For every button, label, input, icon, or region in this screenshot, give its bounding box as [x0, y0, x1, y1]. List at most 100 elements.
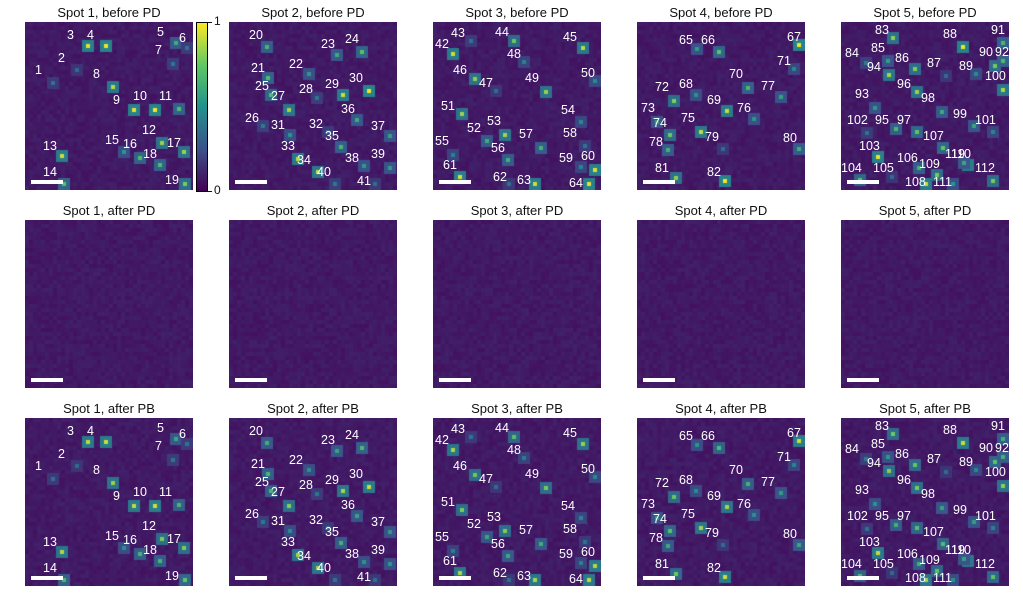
- spot-number-label: 74: [653, 116, 667, 130]
- spot-number-label: 17: [167, 532, 181, 546]
- spot-number-label: 88: [943, 423, 957, 437]
- scale-bar: [643, 378, 675, 382]
- spot-number-label: 39: [371, 147, 385, 161]
- spot-number-label: 72: [655, 80, 669, 94]
- spot-number-label: 105: [873, 557, 894, 571]
- spot-number-label: 97: [897, 113, 911, 127]
- panel-title: Spot 5, before PD: [873, 5, 977, 20]
- spot-number-label: 71: [777, 54, 791, 68]
- fluorescence-image: [229, 418, 397, 586]
- spot-number-label: 1: [35, 459, 42, 473]
- spot-number-label: 17: [167, 136, 181, 150]
- spot-number-label: 102: [847, 509, 868, 523]
- spot-image-panel: 42 43 44 45 46 47 48 49 50 51 52 53 54 55 56 57 58 59 60 61…: [433, 22, 601, 190]
- bleached-image-panel: [841, 220, 1009, 388]
- fluorescence-image: [637, 22, 805, 190]
- spot-number-label: 61: [443, 554, 457, 568]
- spot-number-label: 77: [761, 79, 775, 93]
- spot-number-label: 61: [443, 158, 457, 172]
- spot-number-label: 64: [569, 176, 583, 190]
- spot-number-label: 49: [525, 71, 539, 85]
- spot-number-label: 55: [435, 530, 449, 544]
- fluorescence-image: [433, 220, 601, 388]
- spot-number-label: 91: [991, 419, 1005, 433]
- spot-number-label: 83: [875, 419, 889, 433]
- spot-number-label: 103: [859, 535, 880, 549]
- spot-number-label: 8: [93, 67, 100, 81]
- spot-number-label: 90: [979, 441, 993, 455]
- spot-number-label: 101: [975, 509, 996, 523]
- spot-number-label: 34: [297, 549, 311, 563]
- scale-bar: [847, 378, 879, 382]
- spot-image-panel: 65 66 67 68 69 70 71 72 73 74 75 76 77 78 79 80 81 82: [637, 418, 805, 586]
- spot-number-label: 26: [245, 111, 259, 125]
- panel-title: Spot 3, before PD: [465, 5, 569, 20]
- scale-bar: [31, 180, 63, 184]
- spot-number-label: 85: [871, 437, 885, 451]
- spot-number-label: 60: [581, 545, 595, 559]
- panel-title: Spot 2, after PB: [267, 401, 359, 416]
- spot-image-panel: 1 2 3 4 5 6 7 8 9 10 11 12 13 14 15 16 17 18 19: [25, 418, 193, 586]
- fluorescence-image: [841, 418, 1009, 586]
- spot-number-label: 98: [921, 91, 935, 105]
- spot-number-label: 2: [58, 51, 65, 65]
- spot-number-label: 46: [453, 459, 467, 473]
- spot-number-label: 76: [737, 497, 751, 511]
- spot-number-label: 15: [105, 133, 119, 147]
- spot-number-label: 74: [653, 512, 667, 526]
- spot-number-label: 14: [43, 561, 57, 575]
- spot-number-label: 41: [357, 570, 371, 584]
- spot-number-label: 38: [345, 547, 359, 561]
- spot-number-label: 109: [919, 157, 940, 171]
- spot-number-label: 54: [561, 103, 575, 117]
- spot-number-label: 69: [707, 93, 721, 107]
- spot-number-label: 102: [847, 113, 868, 127]
- spot-number-label: 38: [345, 151, 359, 165]
- spot-number-label: 49: [525, 467, 539, 481]
- spot-number-label: 29: [325, 473, 339, 487]
- spot-number-label: 81: [655, 161, 669, 175]
- spot-number-label: 51: [441, 495, 455, 509]
- spot-number-label: 119: [945, 147, 965, 161]
- scale-bar: [31, 576, 63, 580]
- spot-number-label: 84: [845, 442, 859, 456]
- spot-number-label: 35: [325, 525, 339, 539]
- spot-number-label: 30: [349, 467, 363, 481]
- spot-number-label: 81: [655, 557, 669, 571]
- spot-image-panel: 20 21 22 23 24 25 26 27 28 29 30 31 32 33 34 35 36 37 38 39…: [229, 22, 397, 190]
- spot-number-label: 63: [517, 569, 531, 583]
- spot-number-label: 85: [871, 41, 885, 55]
- spot-number-label: 57: [519, 523, 533, 537]
- colorbar-tick-min: [208, 191, 212, 192]
- spot-number-label: 21: [251, 61, 265, 75]
- fluorescence-image: [229, 22, 397, 190]
- spot-number-label: 56: [491, 537, 505, 551]
- panel-title: Spot 1, before PD: [57, 5, 161, 20]
- spot-number-label: 18: [143, 543, 157, 557]
- spot-number-label: 80: [783, 131, 797, 145]
- spot-image-panel: 65 66 67 68 69 70 71 72 73 74 75 76 77 78 79 80 81 82: [637, 22, 805, 190]
- spot-number-label: 47: [479, 76, 493, 90]
- bleached-image-panel: [637, 220, 805, 388]
- spot-number-label: 75: [681, 507, 695, 521]
- colorbar-min-label: 0: [214, 183, 221, 197]
- spot-number-label: 2: [58, 447, 65, 461]
- colorbar: [196, 22, 208, 192]
- spot-number-label: 92: [995, 45, 1009, 59]
- spot-number-label: 91: [991, 23, 1005, 37]
- spot-number-label: 39: [371, 543, 385, 557]
- spot-number-label: 31: [271, 118, 285, 132]
- spot-number-label: 35: [325, 129, 339, 143]
- spot-number-label: 111: [933, 175, 953, 189]
- panel-title: Spot 3, after PD: [470, 203, 564, 218]
- bleached-image-panel: [229, 220, 397, 388]
- fluorescence-image: [637, 418, 805, 586]
- panel-title: Spot 4, before PD: [669, 5, 773, 20]
- spot-number-label: 18: [143, 147, 157, 161]
- spot-number-label: 68: [679, 473, 693, 487]
- bleached-image-panel: [25, 220, 193, 388]
- panel-title: Spot 2, after PD: [266, 203, 360, 218]
- spot-number-label: 11: [159, 485, 172, 499]
- spot-number-label: 70: [729, 67, 743, 81]
- spot-number-label: 82: [707, 561, 721, 575]
